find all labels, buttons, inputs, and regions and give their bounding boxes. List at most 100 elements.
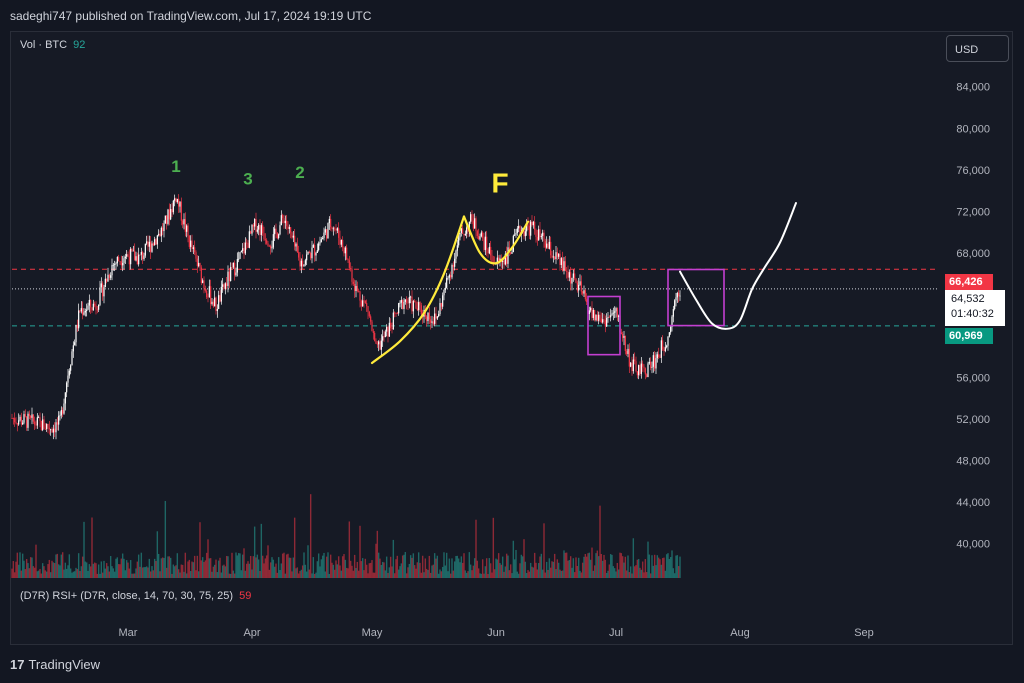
volume-bar (551, 561, 553, 578)
volume-bar (188, 559, 191, 578)
candle-body (663, 349, 665, 352)
candle-body (164, 215, 166, 224)
candle-body (34, 421, 36, 425)
volume-bar (473, 558, 476, 578)
volume-bar (625, 570, 628, 578)
candle-body (96, 309, 98, 311)
candle-body (391, 328, 393, 330)
volume-bar (205, 552, 208, 578)
candle-body (314, 245, 316, 256)
volume-bar (184, 552, 187, 578)
volume-bar (279, 570, 281, 578)
candle-body (62, 410, 64, 414)
candle-body (87, 305, 89, 310)
candle-body (659, 356, 661, 358)
candle-body (339, 237, 341, 245)
candle-body (576, 282, 578, 291)
volume-bar (233, 573, 236, 578)
volume-bar (629, 566, 632, 578)
volume-bar (503, 571, 505, 578)
volume-bar (613, 568, 616, 578)
candle-body (32, 414, 34, 422)
volume-bar (616, 562, 619, 578)
candle-body (563, 261, 565, 271)
volume-bar (129, 560, 132, 578)
volume-bar (27, 563, 29, 578)
candle-body (159, 233, 161, 237)
volume-bar (333, 569, 336, 578)
volume-bar (460, 556, 463, 578)
candle-body (299, 257, 301, 267)
y-tick-label: 48,000 (956, 456, 990, 468)
candle-body (292, 235, 294, 238)
candle-body (483, 238, 485, 251)
volume-bar (257, 559, 260, 578)
tradingview-logo[interactable]: 17 TradingView (10, 657, 100, 672)
candle-body (170, 209, 172, 220)
volume-bar (605, 572, 608, 578)
candle-body (410, 296, 412, 298)
volume-bar (224, 566, 227, 578)
volume-bar (261, 555, 264, 578)
volume-bar (471, 570, 473, 578)
volume-bar (445, 552, 448, 578)
candle-body (231, 267, 233, 268)
volume-bar (604, 559, 607, 578)
volume-bar (337, 556, 340, 578)
volume-bar (531, 566, 533, 578)
volume-bar (636, 559, 639, 578)
volume-bar (249, 555, 252, 578)
candle-body (588, 310, 590, 315)
candle-body (671, 316, 673, 327)
volume-bar (587, 553, 589, 578)
purple-box (587, 295, 621, 356)
candle-body (354, 283, 356, 291)
candle-body (424, 310, 426, 317)
volume-bar (221, 565, 224, 578)
volume-bar (456, 555, 459, 578)
volume-bar (488, 558, 491, 578)
volume-bar (284, 573, 287, 578)
volume-bar (256, 554, 259, 578)
candle-body (578, 284, 580, 291)
volume-bar (479, 573, 481, 578)
volume-bar (423, 572, 425, 578)
candle-body (514, 234, 516, 236)
candle-body (606, 317, 608, 327)
candle-body (630, 362, 632, 367)
candle-body (86, 309, 88, 312)
candle-body (264, 239, 266, 241)
volume-bar (581, 562, 584, 578)
volume-bar (532, 567, 535, 578)
volume-bar (340, 570, 343, 578)
volume-bar (99, 573, 101, 578)
currency-button[interactable]: USD (946, 35, 1009, 62)
candle-body (48, 427, 50, 430)
candle-body (472, 220, 474, 229)
candle-body (448, 274, 450, 278)
candle-body (42, 419, 44, 431)
volume-bar (343, 554, 345, 578)
volume-bar (353, 554, 356, 578)
volume-bar (452, 570, 455, 578)
volume-bar (64, 562, 67, 578)
volume-bar (521, 556, 524, 578)
candle-body (442, 295, 444, 307)
candle-body (466, 227, 468, 234)
volume-bar (395, 559, 397, 578)
volume-bar (441, 566, 444, 578)
candle-body (294, 235, 296, 247)
volume-bar (268, 569, 271, 578)
volume-bar (355, 567, 357, 578)
candle-body (530, 221, 532, 236)
y-tick-label: 40,000 (956, 539, 990, 551)
candle-body (403, 301, 405, 309)
candle-body (643, 366, 645, 369)
volume-bar (345, 567, 348, 578)
candle-body (459, 232, 461, 238)
candle-body (244, 242, 246, 254)
candle-body (110, 275, 112, 278)
candle-body (58, 415, 60, 425)
candle-body (599, 314, 601, 319)
